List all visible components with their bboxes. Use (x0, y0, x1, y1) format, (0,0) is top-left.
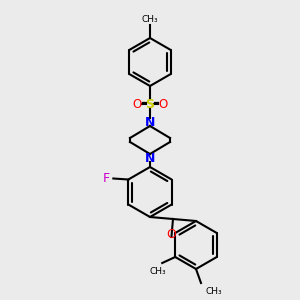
Text: F: F (103, 172, 110, 185)
Text: CH₃: CH₃ (142, 15, 158, 24)
Text: O: O (167, 228, 177, 242)
Text: CH₃: CH₃ (150, 267, 166, 276)
Text: N: N (145, 152, 155, 164)
Text: S: S (146, 98, 154, 110)
Text: O: O (132, 98, 142, 110)
Text: N: N (145, 116, 155, 128)
Text: O: O (158, 98, 168, 110)
Text: CH₃: CH₃ (205, 287, 222, 296)
